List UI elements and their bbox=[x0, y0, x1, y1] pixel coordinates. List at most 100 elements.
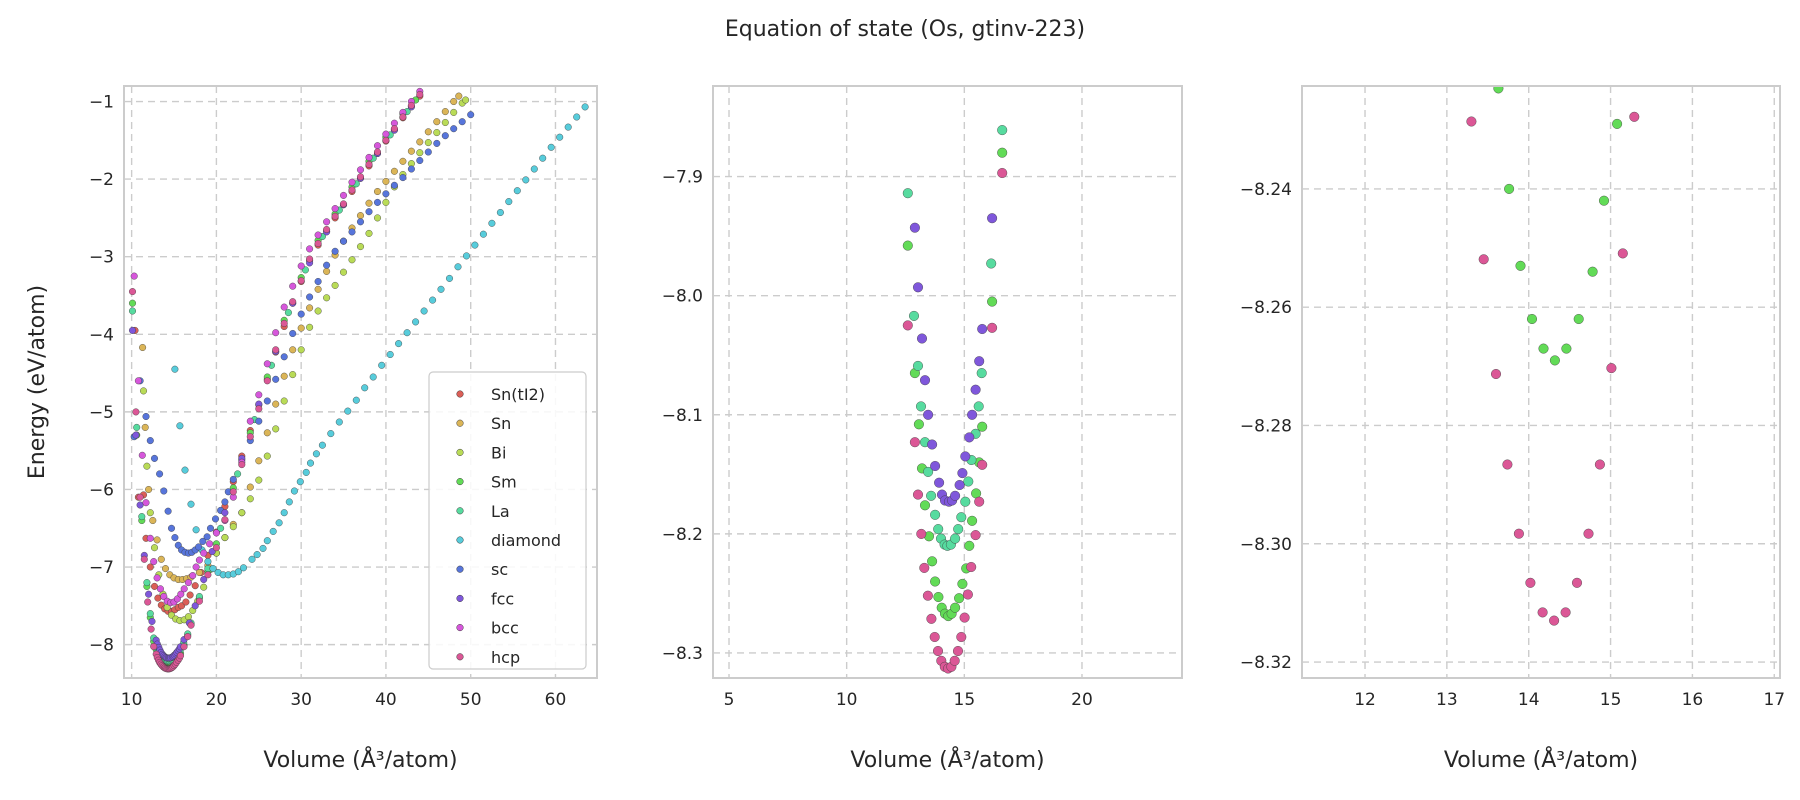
data-point bbox=[150, 558, 158, 566]
data-point bbox=[314, 277, 322, 286]
data-point bbox=[927, 556, 938, 567]
data-point bbox=[253, 551, 261, 559]
legend-box bbox=[428, 371, 587, 670]
legend-item: sc bbox=[456, 560, 508, 579]
data-point bbox=[204, 558, 212, 566]
x-tick-label: 60 bbox=[545, 690, 567, 710]
data-point bbox=[143, 462, 151, 470]
data-point bbox=[1493, 86, 1504, 94]
data-point bbox=[335, 418, 343, 426]
data-point bbox=[323, 294, 331, 302]
data-point bbox=[956, 631, 967, 643]
data-point bbox=[259, 544, 267, 552]
data-point bbox=[356, 166, 365, 174]
data-point bbox=[513, 187, 521, 195]
y-tick-label: −8 bbox=[89, 636, 114, 656]
data-point bbox=[467, 111, 475, 119]
legend-marker bbox=[456, 419, 464, 427]
data-point bbox=[1573, 313, 1584, 325]
x-tick-label: 5 bbox=[724, 690, 735, 710]
data-point bbox=[450, 108, 458, 116]
data-point bbox=[1623, 7, 1633, 17]
data-point bbox=[365, 208, 373, 216]
data-point bbox=[156, 470, 164, 478]
data-point bbox=[348, 186, 356, 194]
data-point bbox=[323, 267, 331, 275]
data-point bbox=[395, 340, 403, 348]
data-point bbox=[146, 437, 154, 445]
data-point bbox=[433, 129, 441, 137]
data-point bbox=[145, 590, 153, 598]
data-point bbox=[192, 526, 200, 534]
data-point bbox=[186, 591, 194, 599]
data-point bbox=[1513, 528, 1524, 539]
data-point bbox=[1559, 1, 1569, 11]
data-point bbox=[505, 198, 513, 206]
legend-label: sc bbox=[491, 560, 508, 579]
data-point bbox=[145, 485, 153, 494]
data-point bbox=[382, 177, 390, 185]
data-point bbox=[204, 571, 212, 579]
data-point bbox=[424, 139, 432, 147]
legend-marker bbox=[456, 594, 464, 602]
axes-frame bbox=[1301, 85, 1781, 679]
data-point bbox=[1502, 459, 1513, 470]
data-point bbox=[348, 228, 356, 236]
legend-item: diamond bbox=[456, 531, 561, 550]
data-point bbox=[184, 633, 192, 641]
y-tick-label: −8.3 bbox=[662, 644, 703, 664]
data-point bbox=[255, 405, 263, 413]
data-point bbox=[390, 167, 398, 175]
data-point bbox=[140, 555, 148, 563]
data-point bbox=[390, 181, 398, 189]
data-point bbox=[976, 368, 987, 379]
data-point bbox=[297, 324, 305, 332]
x-tick-label: 10 bbox=[836, 690, 858, 710]
data-point bbox=[192, 563, 200, 571]
plot-background bbox=[713, 86, 1182, 678]
data-point bbox=[1504, 183, 1515, 194]
data-point bbox=[407, 165, 415, 173]
data-point bbox=[923, 409, 934, 420]
legend-label: Sn(tI2) bbox=[491, 385, 545, 404]
data-point bbox=[297, 277, 305, 285]
legend-label: hcp bbox=[491, 648, 520, 667]
data-point bbox=[195, 543, 203, 551]
data-point bbox=[539, 154, 547, 162]
legend-marker bbox=[456, 390, 464, 398]
data-point bbox=[412, 318, 420, 326]
data-point bbox=[160, 487, 168, 495]
data-point bbox=[263, 429, 271, 437]
data-point bbox=[403, 329, 411, 337]
data-point bbox=[167, 524, 176, 532]
data-point bbox=[437, 285, 445, 293]
data-point bbox=[289, 329, 297, 338]
data-point bbox=[970, 530, 981, 541]
data-point bbox=[327, 430, 335, 438]
data-point bbox=[272, 425, 280, 433]
data-point bbox=[200, 549, 208, 557]
data-point bbox=[365, 199, 373, 207]
data-point bbox=[1561, 343, 1572, 354]
data-point bbox=[930, 576, 941, 587]
data-point bbox=[373, 198, 382, 206]
data-point bbox=[306, 459, 315, 467]
data-point bbox=[306, 323, 314, 331]
data-point bbox=[180, 643, 188, 651]
y-axis-label: Energy (eV/atom) bbox=[25, 285, 50, 479]
data-point bbox=[956, 512, 967, 523]
data-point bbox=[950, 533, 961, 544]
data-point bbox=[221, 509, 229, 517]
data-point bbox=[373, 214, 382, 222]
series-hcp bbox=[902, 167, 1008, 674]
data-point bbox=[902, 188, 913, 199]
legend-label: Bi bbox=[491, 443, 506, 462]
data-point bbox=[963, 476, 974, 487]
data-point bbox=[471, 241, 479, 249]
data-point bbox=[399, 113, 407, 121]
data-point bbox=[927, 439, 938, 450]
data-point bbox=[416, 156, 424, 165]
legend-marker bbox=[456, 478, 464, 486]
data-point bbox=[139, 343, 147, 352]
data-point bbox=[373, 142, 382, 150]
